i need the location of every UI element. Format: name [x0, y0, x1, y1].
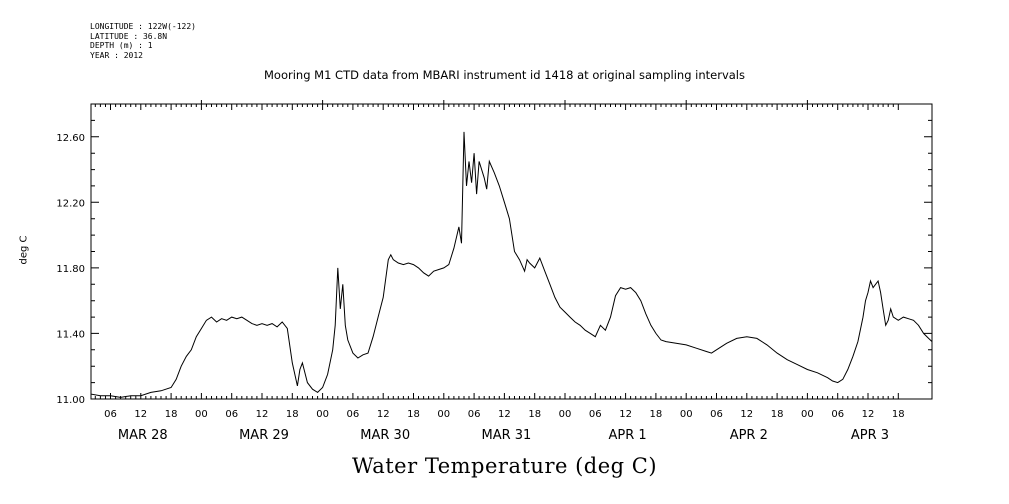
x-hour-tick-label: 06	[347, 409, 360, 420]
x-hour-tick-label: 18	[771, 409, 784, 420]
x-day-label: MAR 29	[239, 428, 289, 443]
x-hour-tick-label: 18	[165, 409, 178, 420]
x-hour-tick-label: 12	[740, 409, 753, 420]
x-day-label: APR 1	[609, 428, 647, 443]
x-hour-tick-label: 18	[286, 409, 299, 420]
chart-title: Mooring M1 CTD data from MBARI instrumen…	[264, 68, 745, 82]
x-hour-tick-label: 12	[498, 409, 511, 420]
x-hour-tick-label: 18	[407, 409, 420, 420]
y-tick-label: 11.80	[56, 264, 85, 275]
y-tick-label: 11.00	[56, 395, 85, 406]
x-day-label: APR 2	[730, 428, 768, 443]
x-day-label: APR 3	[851, 428, 889, 443]
x-hour-tick-label: 00	[680, 409, 693, 420]
x-hour-tick-label: 06	[589, 409, 602, 420]
y-tick-label: 12.20	[56, 198, 85, 209]
x-hour-tick-label: 06	[225, 409, 238, 420]
x-hour-tick-label: 18	[528, 409, 541, 420]
x-hour-tick-label: 00	[437, 409, 450, 420]
x-day-label: MAR 28	[118, 428, 168, 443]
y-axis-ticks	[91, 103, 932, 400]
x-hour-tick-label: 12	[256, 409, 269, 420]
y-tick-label: 11.40	[56, 329, 85, 340]
x-axis-ticks	[94, 100, 899, 399]
x-day-label: MAR 30	[360, 428, 410, 443]
x-hour-tick-label: 06	[831, 409, 844, 420]
y-tick-label: 12.60	[56, 133, 85, 144]
x-hour-tick-label: 12	[134, 409, 147, 420]
longitude-label: LONGITUDE : 122W(-122)	[90, 22, 196, 31]
x-hour-tick-label: 12	[377, 409, 390, 420]
x-hour-tick-label: 00	[195, 409, 208, 420]
year-label: YEAR : 2012	[90, 50, 143, 60]
x-hour-tick-label: 18	[892, 409, 905, 420]
x-hour-tick-label: 06	[104, 409, 117, 420]
x-hour-tick-label: 06	[468, 409, 481, 420]
x-hour-tick-label: 18	[650, 409, 663, 420]
x-hour-tick-label: 06	[710, 409, 723, 420]
x-hour-tick-label: 12	[862, 409, 875, 420]
plot-frame	[90, 103, 933, 400]
x-day-label: MAR 31	[481, 428, 531, 443]
depth-label: DEPTH (m) : 1	[90, 41, 153, 50]
x-axis-label: Water Temperature (deg C)	[351, 454, 658, 478]
x-hour-tick-label: 00	[559, 409, 572, 420]
x-hour-tick-label: 12	[619, 409, 632, 420]
temperature-series-line	[90, 131, 933, 398]
latitude-label: LATITUDE : 36.8N	[90, 31, 168, 41]
axes: 11.00 11.40 11.80 12.20 12.60 06 12 18 00 06 12 18 0…	[56, 100, 932, 443]
metadata-header: LONGITUDE : 122W(-122) LATITUDE : 36.8N …	[90, 22, 196, 60]
x-hour-tick-label: 00	[801, 409, 814, 420]
x-hour-tick-label: 00	[316, 409, 329, 420]
